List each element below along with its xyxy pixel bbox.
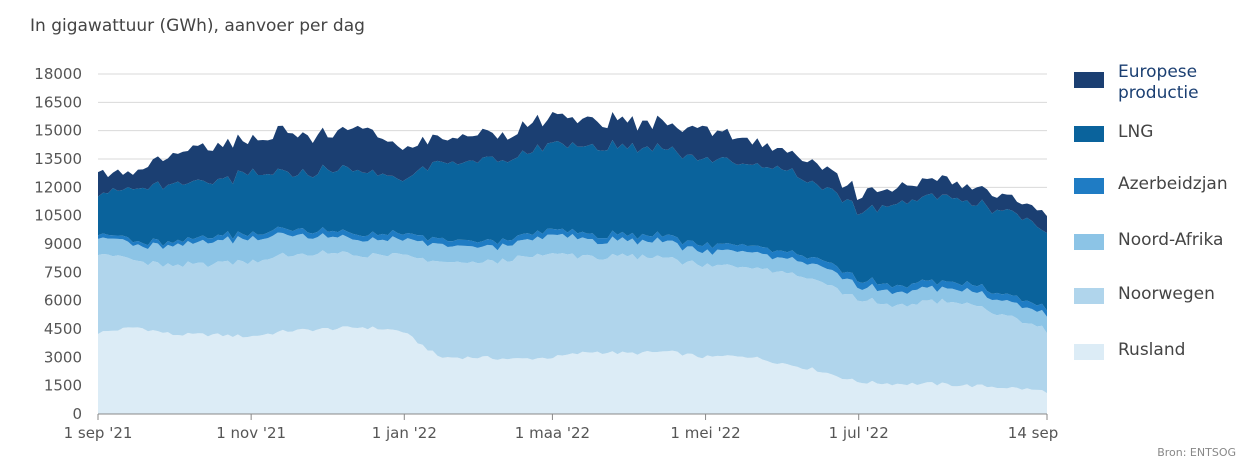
- y-tick-label: 0: [72, 405, 82, 423]
- chart-source: Bron: ENTSOG: [1157, 446, 1236, 459]
- legend-swatch: [1074, 72, 1104, 88]
- y-tick-label: 1500: [44, 377, 82, 395]
- y-tick-label: 13500: [34, 150, 82, 168]
- legend-label: Rusland: [1118, 340, 1186, 360]
- legend-label: Noord-Afrika: [1118, 230, 1224, 250]
- legend-swatch: [1074, 234, 1104, 250]
- legend-label: LNG: [1118, 122, 1154, 142]
- x-tick-label: 14 sep '22: [1008, 424, 1060, 442]
- y-tick-label: 15000: [34, 122, 82, 140]
- x-tick-label: 1 maa '22: [515, 424, 590, 442]
- legend-swatch: [1074, 126, 1104, 142]
- y-tick-label: 12000: [34, 178, 82, 196]
- y-tick-label: 16500: [34, 93, 82, 111]
- x-tick-label: 1 nov '21: [216, 424, 286, 442]
- x-tick-label: 1 jul '22: [829, 424, 889, 442]
- area-rusland: [98, 326, 1047, 414]
- y-tick-label: 7500: [44, 263, 82, 281]
- area-noord-afrika: [98, 232, 1047, 334]
- legend-label: Azerbeidzjan: [1118, 174, 1228, 194]
- legend-label: Noorwegen: [1118, 284, 1215, 304]
- x-tick-label: 1 jan '22: [372, 424, 437, 442]
- y-tick-label: 6000: [44, 292, 82, 310]
- x-tick-label: 1 sep '21: [64, 424, 133, 442]
- x-tick-label: 1 mei '22: [670, 424, 740, 442]
- area-europese-productie: [98, 112, 1047, 234]
- chart-plot: 0 1500 3000 4500 6000 7500 9000 10500 12000 13500…: [34, 65, 1060, 442]
- y-tick-label: 9000: [44, 235, 82, 253]
- y-tick-label: 18000: [34, 65, 82, 83]
- chart-title: In gigawattuur (GWh), aanvoer per dag: [30, 16, 365, 36]
- legend-swatch: [1074, 344, 1104, 360]
- area-lng: [98, 140, 1047, 311]
- y-tick-label: 3000: [44, 348, 82, 366]
- legend-swatch: [1074, 288, 1104, 304]
- areas: [98, 112, 1047, 414]
- area-noorwegen: [98, 250, 1047, 394]
- x-axis: 1 sep '21 1 nov '21 1 jan '22 1 maa '22 1 me…: [64, 413, 1060, 442]
- legend-label: Europese productie: [1118, 62, 1199, 103]
- y-axis: 0 1500 3000 4500 6000 7500 9000 10500 12000 13500…: [34, 65, 82, 423]
- y-tick-label: 10500: [34, 207, 82, 225]
- legend-swatch: [1074, 178, 1104, 194]
- y-tick-label: 4500: [44, 320, 82, 338]
